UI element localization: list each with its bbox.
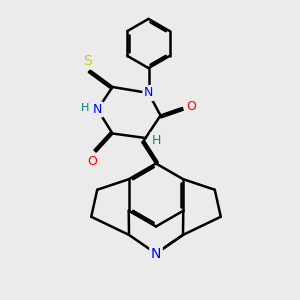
Text: H: H [81, 103, 89, 113]
Text: O: O [186, 100, 196, 113]
Text: S: S [83, 54, 92, 68]
Text: N: N [151, 247, 161, 260]
Text: N: N [144, 86, 153, 100]
Text: O: O [88, 154, 97, 168]
Text: N: N [93, 103, 102, 116]
Text: H: H [151, 134, 161, 147]
